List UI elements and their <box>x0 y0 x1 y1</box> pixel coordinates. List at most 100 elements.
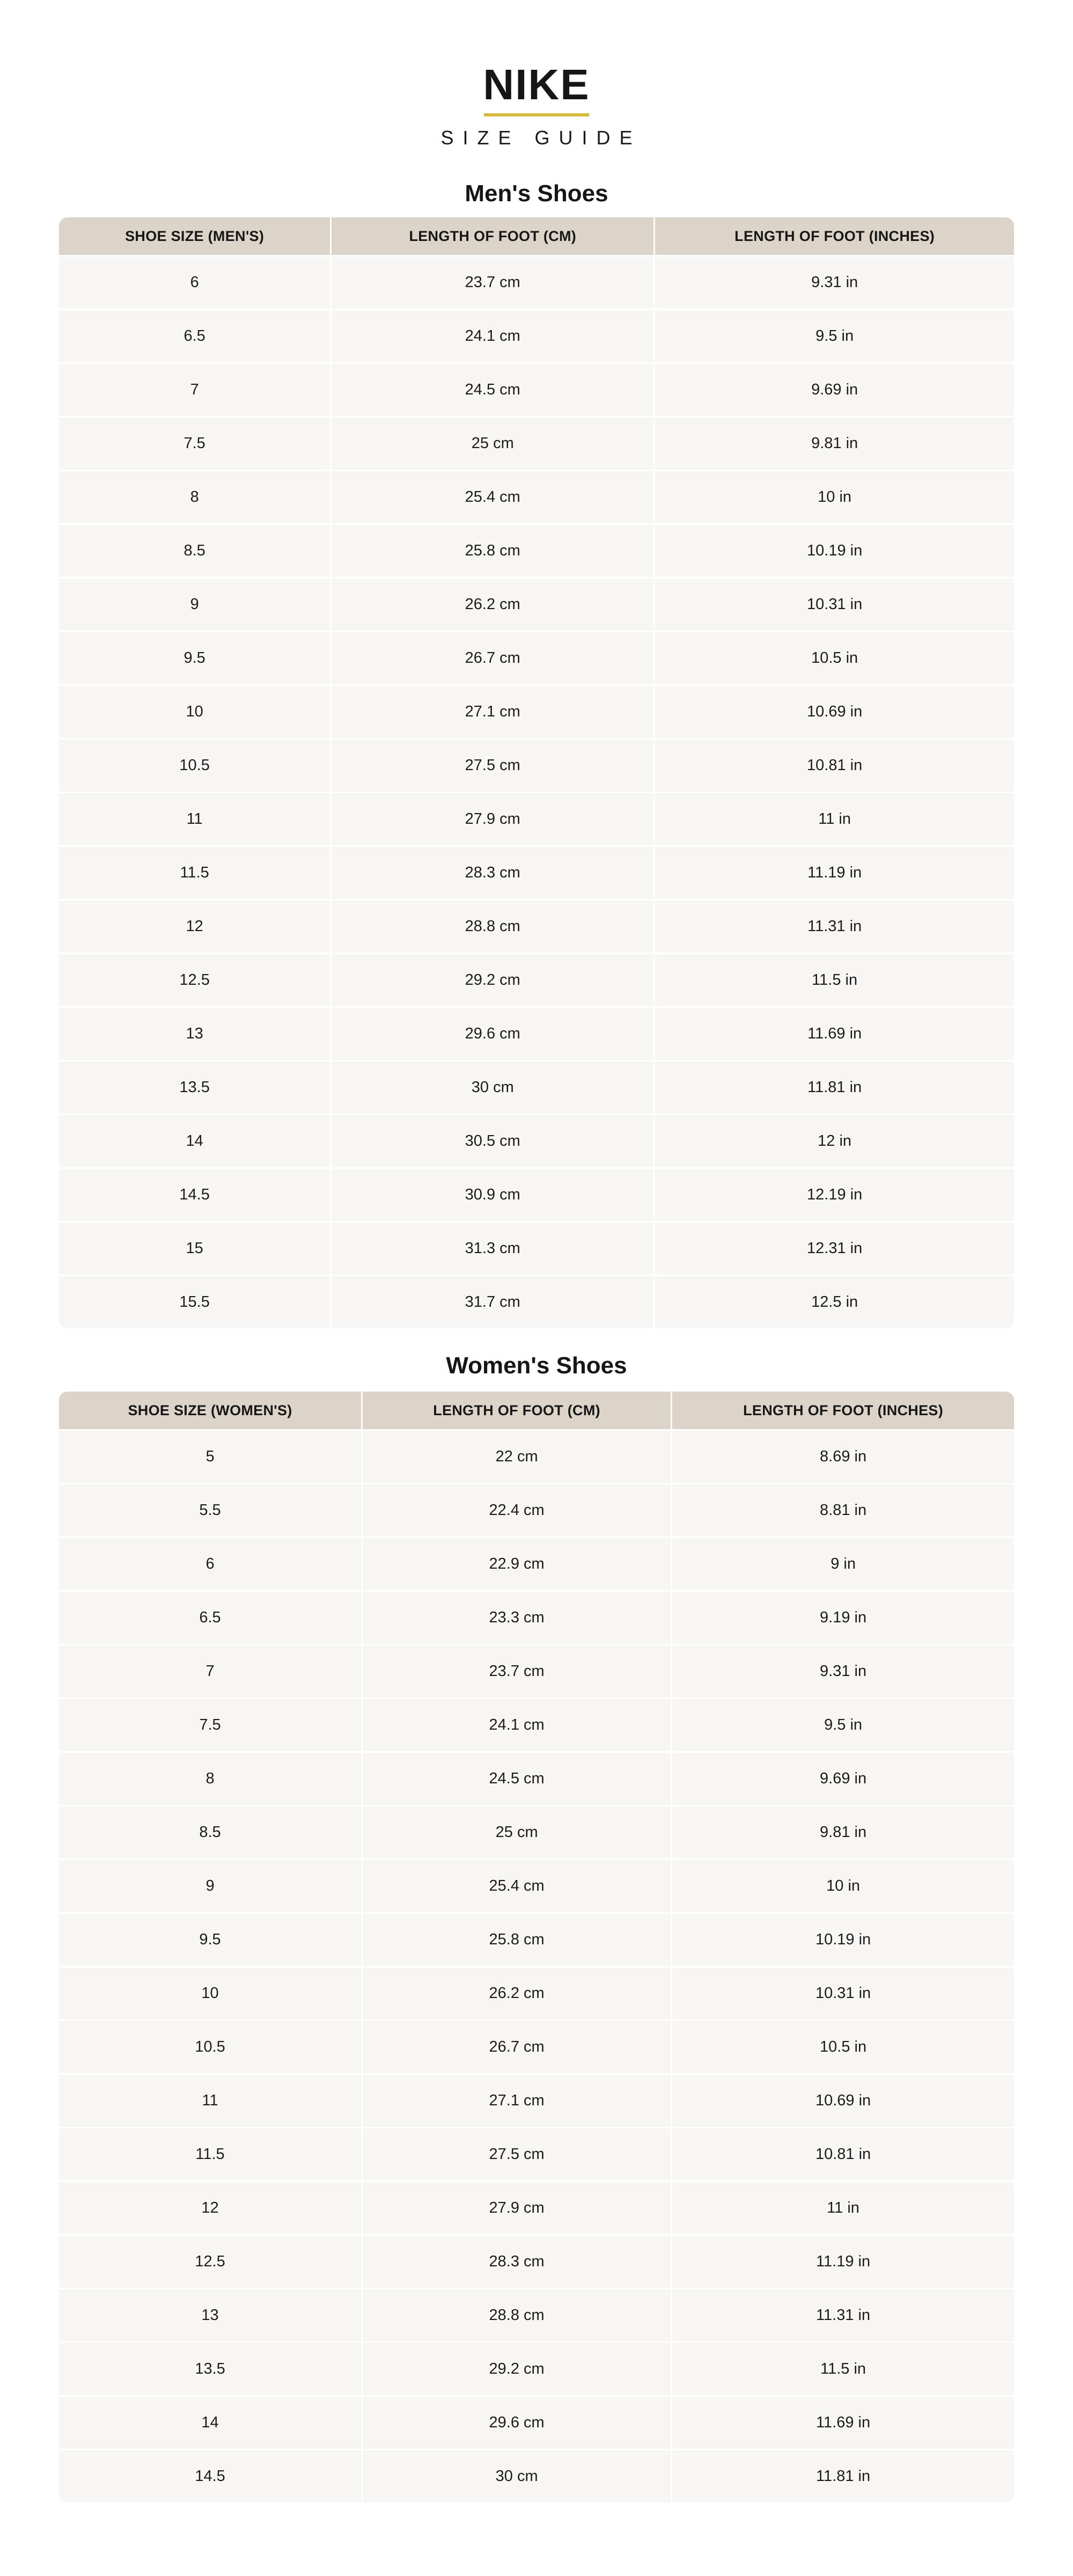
shoe-size-cell: 8.5 <box>59 1806 362 1858</box>
foot-length-inches-cell: 11 in <box>672 2182 1014 2234</box>
mens-size-table: SHOE SIZE (MEN'S) LENGTH OF FOOT (CM) LENG… <box>59 217 1014 1328</box>
column-header: LENGTH OF FOOT (INCHES) <box>672 1392 1014 1429</box>
foot-length-inches-cell: 10.69 in <box>655 686 1014 738</box>
foot-length-inches-cell: 11.81 in <box>655 1062 1014 1114</box>
foot-length-cm-cell: 30.9 cm <box>332 1169 654 1221</box>
foot-length-cm-cell: 29.2 cm <box>332 954 654 1006</box>
foot-length-cm-cell: 30.5 cm <box>332 1115 654 1167</box>
shoe-size-cell: 13 <box>59 1008 330 1060</box>
shoe-size-cell: 7 <box>59 1645 362 1697</box>
foot-length-inches-cell: 11.31 in <box>655 901 1014 953</box>
shoe-size-cell: 12.5 <box>59 2236 362 2288</box>
shoe-size-cell: 13.5 <box>59 2343 362 2395</box>
foot-length-inches-cell: 10.31 in <box>672 1967 1014 2019</box>
shoe-size-cell: 10.5 <box>59 740 330 792</box>
foot-length-inches-cell: 9.81 in <box>655 418 1014 470</box>
shoe-size-cell: 14 <box>59 1115 330 1167</box>
foot-length-inches-cell: 9.69 in <box>655 364 1014 416</box>
foot-length-inches-cell: 11.69 in <box>655 1008 1014 1060</box>
foot-length-inches-cell: 10.5 in <box>655 632 1014 684</box>
foot-length-inches-cell: 9.5 in <box>672 1699 1014 1751</box>
foot-length-inches-cell: 10.69 in <box>672 2075 1014 2127</box>
shoe-size-cell: 14 <box>59 2397 362 2449</box>
foot-length-inches-cell: 10.19 in <box>655 525 1014 577</box>
shoe-size-cell: 9 <box>59 1860 362 1912</box>
shoe-size-cell: 10.5 <box>59 2021 362 2073</box>
foot-length-cm-cell: 27.1 cm <box>332 686 654 738</box>
shoe-size-cell: 13.5 <box>59 1062 330 1114</box>
column-header: LENGTH OF FOOT (CM) <box>363 1392 671 1429</box>
foot-length-inches-cell: 10.19 in <box>672 1914 1014 1966</box>
foot-length-cm-cell: 24.1 cm <box>332 310 654 362</box>
shoe-size-cell: 8 <box>59 1753 362 1805</box>
shoe-size-cell: 9.5 <box>59 1914 362 1966</box>
foot-length-inches-cell: 12 in <box>655 1115 1014 1167</box>
mens-shoes-section: Men's Shoes SHOE SIZE (MEN'S) LENGTH OF F… <box>59 182 1014 1328</box>
womens-shoes-title: Women's Shoes <box>446 1352 627 1379</box>
nike-logo: NIKE <box>483 61 590 108</box>
foot-length-cm-cell: 24.1 cm <box>363 1699 671 1751</box>
foot-length-inches-cell: 11.19 in <box>672 2236 1014 2288</box>
foot-length-cm-cell: 25.4 cm <box>363 1860 671 1912</box>
foot-length-inches-cell: 12.31 in <box>655 1223 1014 1275</box>
foot-length-cm-cell: 27.5 cm <box>332 740 654 792</box>
foot-length-inches-cell: 9.5 in <box>655 310 1014 362</box>
foot-length-cm-cell: 24.5 cm <box>363 1753 671 1805</box>
foot-length-cm-cell: 30 cm <box>332 1062 654 1114</box>
shoe-size-cell: 10 <box>59 686 330 738</box>
foot-length-cm-cell: 22 cm <box>363 1431 671 1483</box>
foot-length-cm-cell: 29.6 cm <box>332 1008 654 1060</box>
gold-underline <box>484 113 589 116</box>
foot-length-inches-cell: 12.19 in <box>655 1169 1014 1221</box>
foot-length-inches-cell: 11.31 in <box>672 2289 1014 2341</box>
foot-length-inches-cell: 10.5 in <box>672 2021 1014 2073</box>
foot-length-inches-cell: 10 in <box>672 1860 1014 1912</box>
foot-length-inches-cell: 10.31 in <box>655 579 1014 631</box>
content: Men's Shoes SHOE SIZE (MEN'S) LENGTH OF F… <box>59 182 1014 2502</box>
mens-shoes-title: Men's Shoes <box>465 180 608 207</box>
column-header: LENGTH OF FOOT (INCHES) <box>655 217 1014 255</box>
shoe-size-cell: 11.5 <box>59 2128 362 2180</box>
foot-length-cm-cell: 22.9 cm <box>363 1538 671 1590</box>
foot-length-inches-cell: 8.69 in <box>672 1431 1014 1483</box>
shoe-size-cell: 5 <box>59 1431 362 1483</box>
shoe-size-cell: 6 <box>59 1538 362 1590</box>
shoe-size-cell: 9.5 <box>59 632 330 684</box>
foot-length-cm-cell: 25.8 cm <box>332 525 654 577</box>
shoe-size-cell: 6.5 <box>59 1592 362 1644</box>
foot-length-cm-cell: 25.8 cm <box>363 1914 671 1966</box>
shoe-size-cell: 10 <box>59 1967 362 2019</box>
shoe-size-cell: 7.5 <box>59 1699 362 1751</box>
foot-length-cm-cell: 26.2 cm <box>332 579 654 631</box>
column-header: SHOE SIZE (MEN'S) <box>59 217 330 255</box>
foot-length-cm-cell: 31.7 cm <box>332 1276 654 1328</box>
shoe-size-cell: 12 <box>59 901 330 953</box>
foot-length-inches-cell: 11.5 in <box>672 2343 1014 2395</box>
foot-length-inches-cell: 9.69 in <box>672 1753 1014 1805</box>
foot-length-inches-cell: 11 in <box>655 793 1014 845</box>
shoe-size-cell: 15 <box>59 1223 330 1275</box>
shoe-size-cell: 7.5 <box>59 418 330 470</box>
shoe-size-cell: 8.5 <box>59 525 330 577</box>
shoe-size-cell: 14.5 <box>59 1169 330 1221</box>
shoe-size-cell: 15.5 <box>59 1276 330 1328</box>
column-header: LENGTH OF FOOT (CM) <box>332 217 654 255</box>
foot-length-cm-cell: 29.2 cm <box>363 2343 671 2395</box>
foot-length-inches-cell: 11.19 in <box>655 847 1014 899</box>
foot-length-cm-cell: 27.9 cm <box>363 2182 671 2234</box>
foot-length-cm-cell: 30 cm <box>363 2450 671 2502</box>
foot-length-inches-cell: 10.81 in <box>672 2128 1014 2180</box>
foot-length-inches-cell: 11.69 in <box>672 2397 1014 2449</box>
foot-length-cm-cell: 25 cm <box>332 418 654 470</box>
brand-header: NIKE SIZE GUIDE <box>0 0 1073 148</box>
shoe-size-cell: 11 <box>59 793 330 845</box>
foot-length-inches-cell: 9.31 in <box>672 1645 1014 1697</box>
shoe-size-cell: 14.5 <box>59 2450 362 2502</box>
foot-length-inches-cell: 9 in <box>672 1538 1014 1590</box>
column-header: SHOE SIZE (WOMEN'S) <box>59 1392 362 1429</box>
foot-length-cm-cell: 24.5 cm <box>332 364 654 416</box>
size-guide-subtitle: SIZE GUIDE <box>440 127 642 149</box>
foot-length-inches-cell: 9.81 in <box>672 1806 1014 1858</box>
shoe-size-cell: 13 <box>59 2289 362 2341</box>
